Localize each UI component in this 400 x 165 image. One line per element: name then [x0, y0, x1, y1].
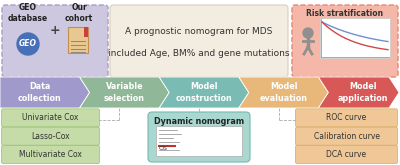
Text: GEO: GEO	[19, 39, 37, 49]
FancyBboxPatch shape	[2, 109, 100, 127]
FancyBboxPatch shape	[68, 27, 88, 53]
Text: Risk stratification: Risk stratification	[306, 9, 384, 17]
Text: ROC curve: ROC curve	[326, 113, 367, 122]
Polygon shape	[159, 77, 249, 108]
Text: GEO
database: GEO database	[8, 3, 48, 23]
Text: +: +	[50, 23, 60, 36]
Text: Dynamic nomogram: Dynamic nomogram	[154, 117, 244, 127]
Polygon shape	[80, 77, 169, 108]
FancyBboxPatch shape	[148, 112, 250, 162]
FancyBboxPatch shape	[296, 109, 398, 127]
Text: OS: OS	[159, 147, 168, 151]
Circle shape	[303, 28, 313, 38]
FancyBboxPatch shape	[2, 5, 108, 77]
FancyBboxPatch shape	[84, 27, 88, 37]
FancyBboxPatch shape	[320, 18, 390, 58]
Text: Lasso-Cox: Lasso-Cox	[31, 132, 70, 141]
Text: Model
construction: Model construction	[176, 82, 232, 103]
Text: Model
application: Model application	[338, 82, 388, 103]
Polygon shape	[318, 77, 399, 108]
FancyBboxPatch shape	[156, 126, 242, 156]
Text: included Age, BM% and gene mutations: included Age, BM% and gene mutations	[108, 50, 290, 58]
Text: Variable
selection: Variable selection	[104, 82, 145, 103]
Text: Calibration curve: Calibration curve	[314, 132, 380, 141]
Text: Multivariate Cox: Multivariate Cox	[19, 150, 82, 159]
FancyBboxPatch shape	[292, 5, 398, 77]
Text: Data
collection: Data collection	[18, 82, 62, 103]
Text: Univariate Cox: Univariate Cox	[22, 113, 79, 122]
FancyBboxPatch shape	[2, 146, 100, 164]
Text: A prognostic nomogram for MDS: A prognostic nomogram for MDS	[125, 27, 273, 36]
Text: Model
evaluation: Model evaluation	[260, 82, 308, 103]
Text: Our
cohort: Our cohort	[65, 3, 93, 23]
FancyBboxPatch shape	[296, 146, 398, 164]
Circle shape	[17, 33, 39, 55]
FancyBboxPatch shape	[2, 127, 100, 145]
Text: DCA curve: DCA curve	[326, 150, 366, 159]
Polygon shape	[239, 77, 328, 108]
FancyBboxPatch shape	[296, 127, 398, 145]
Polygon shape	[0, 77, 90, 108]
FancyBboxPatch shape	[110, 5, 288, 77]
